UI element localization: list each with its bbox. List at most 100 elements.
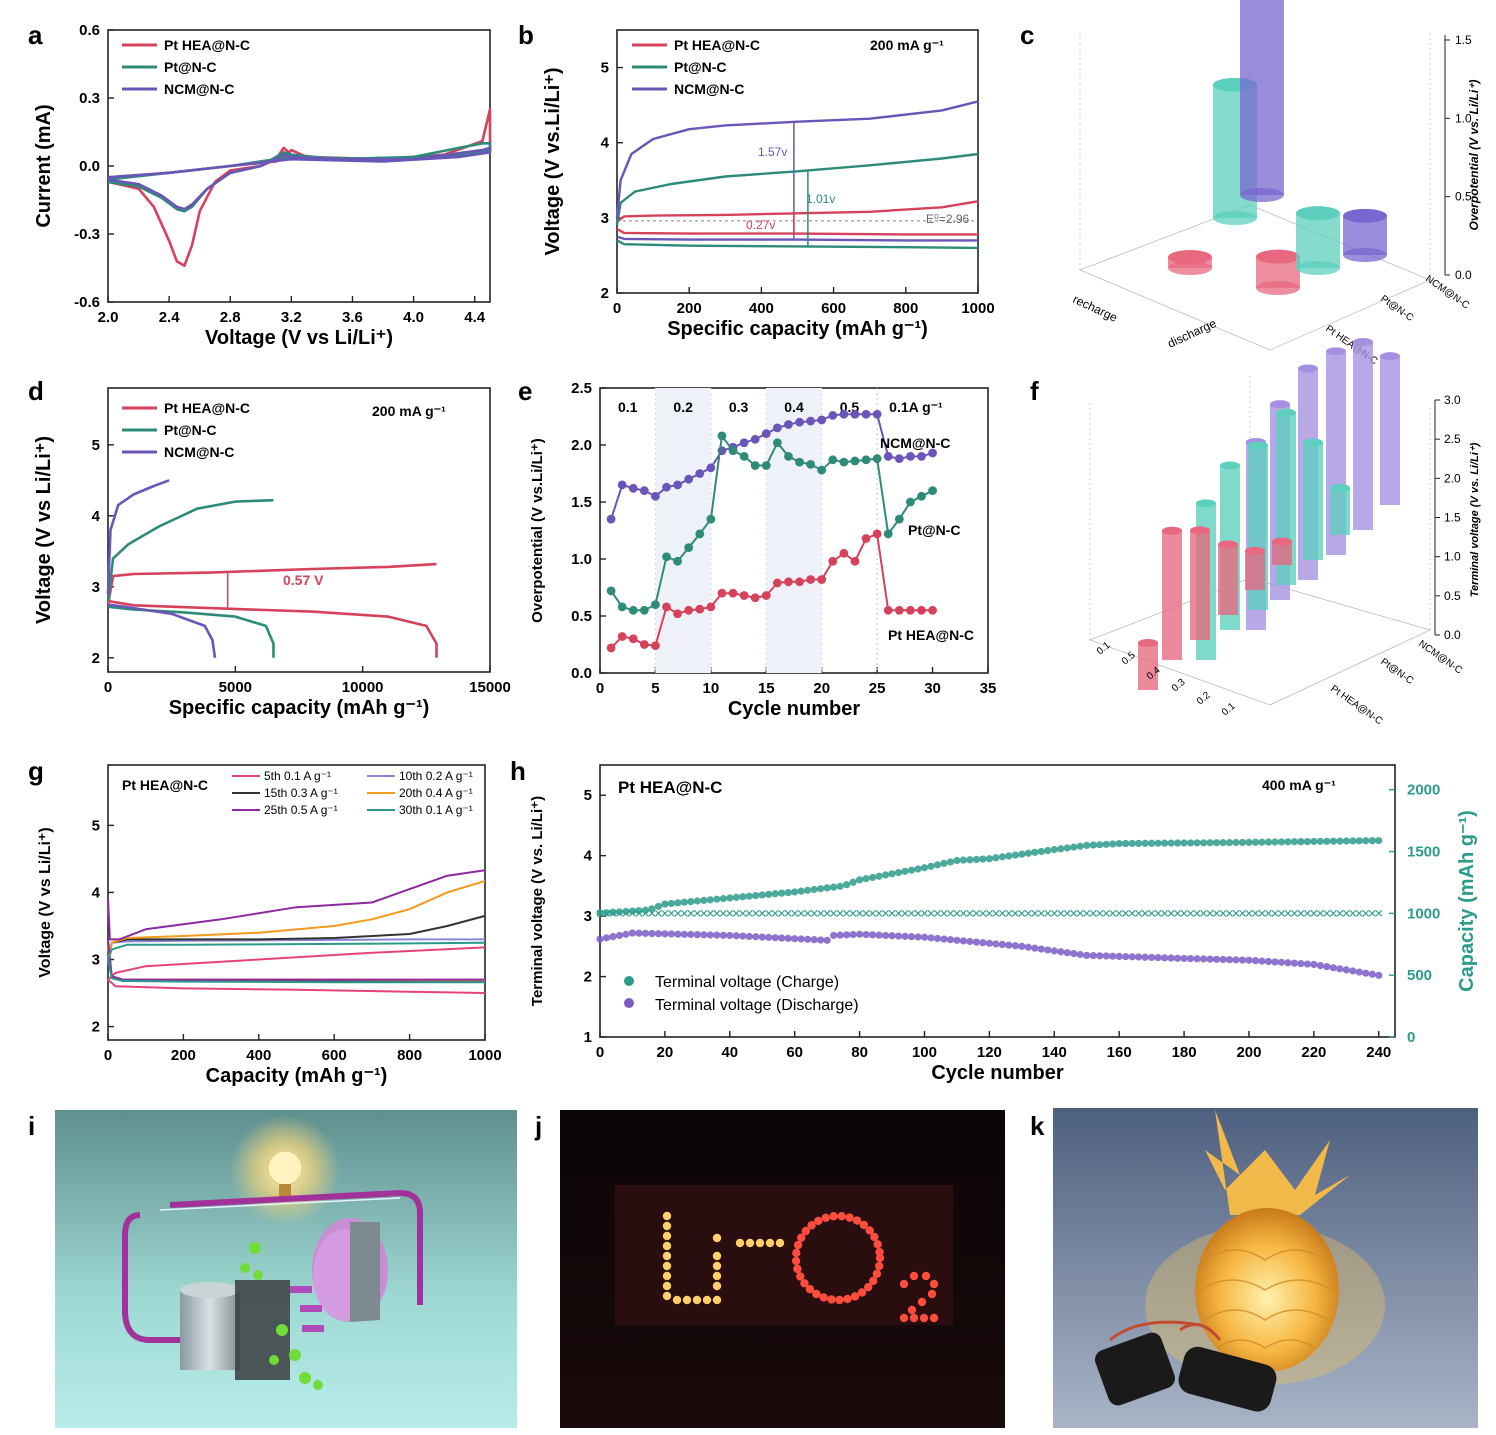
data-point (1141, 839, 1149, 847)
chart-h: 0 20 40 60 80 100 120 140 160 180 200 220 240 1 2 3 4 5 Cy… (529, 764, 1478, 1084)
led-dot (872, 1269, 882, 1278)
data-point (946, 858, 955, 866)
bar-top (1270, 400, 1290, 409)
data-point (872, 409, 882, 419)
capacity-marker (1323, 909, 1331, 917)
data-point (606, 643, 616, 653)
data-point (1245, 838, 1253, 846)
led-dot (807, 1221, 816, 1230)
capacity-marker (1161, 909, 1169, 917)
x-tick-label: 400 (246, 1047, 271, 1064)
capacity-marker (1005, 909, 1013, 917)
legend-label: 30th 0.1 A g⁻¹ (399, 803, 473, 817)
rate-label: 400 mA g⁻¹ (1262, 777, 1336, 793)
bar-top (1220, 461, 1240, 470)
data-point (654, 930, 663, 938)
data-point (1225, 956, 1234, 964)
data-point (617, 632, 627, 641)
series-label-pt: Pt@N-C (908, 522, 961, 538)
data-point (1018, 850, 1026, 858)
bar-top (1218, 540, 1238, 549)
data-point (667, 899, 675, 908)
capacity-marker (1180, 909, 1188, 917)
data-point (1102, 840, 1110, 848)
series-line (107, 946, 486, 981)
data-point (651, 641, 660, 651)
capacity-marker (1349, 909, 1357, 917)
led-dot (796, 1272, 805, 1281)
bar-top (1256, 249, 1300, 264)
legend-label: Pt HEA@N-C (164, 400, 250, 416)
data-point (806, 459, 816, 469)
data-point (907, 933, 916, 941)
data-point (739, 438, 749, 448)
data-point (750, 434, 760, 444)
data-point (651, 491, 660, 501)
data-point (839, 548, 849, 558)
x-axis-label: Specific capacity (mAh g⁻¹) (667, 318, 928, 340)
data-point (674, 899, 682, 907)
capacity-marker (830, 909, 838, 917)
capacity-marker (1258, 909, 1266, 917)
data-point (1044, 846, 1052, 855)
data-point (1109, 840, 1117, 848)
data-point (872, 454, 882, 464)
z-tick-label: 3.0 (1444, 393, 1461, 407)
led-dot (843, 1294, 852, 1304)
data-point (1323, 963, 1331, 971)
capacity-marker (784, 909, 792, 917)
capacity-marker (862, 909, 870, 917)
x-tick-label: 0 (104, 679, 112, 696)
y-tick-label: 5 (92, 817, 100, 834)
row-label: 0.1 (1220, 701, 1238, 719)
capacity-marker (1271, 909, 1279, 917)
legend-label: NCM@N-C (674, 81, 744, 97)
led-dot (662, 1261, 672, 1271)
data-point (998, 940, 1006, 949)
capacity-marker (947, 909, 954, 917)
x-tick-label: 35 (980, 680, 997, 697)
row-label-discharge: discharge (1165, 316, 1218, 351)
data-point (1232, 838, 1240, 847)
capacity-marker (706, 909, 714, 917)
panel-i-illustration (55, 1110, 517, 1428)
data-point (828, 455, 838, 465)
data-point (706, 931, 714, 939)
data-point (622, 930, 630, 938)
x-tick-label: 4.4 (464, 309, 486, 326)
x-tick-label: 120 (977, 1044, 1002, 1061)
data-point (1375, 971, 1383, 979)
data-point (728, 588, 738, 598)
bar-body (1296, 213, 1340, 268)
led-dot (821, 1213, 830, 1223)
data-point (1375, 836, 1383, 845)
capacity-marker (1167, 909, 1175, 917)
data-point (1271, 958, 1279, 966)
data-point (1089, 841, 1097, 849)
data-point (622, 907, 630, 916)
data-point (1186, 955, 1195, 963)
x-tick-label: 2.0 (98, 309, 119, 326)
series-line (107, 880, 486, 960)
data-point (750, 461, 760, 470)
y-axis-label: Voltage (V vs Li/Li⁺) (37, 827, 54, 977)
data-point (1219, 955, 1227, 964)
capacity-marker (1115, 909, 1123, 917)
data-point (1161, 839, 1169, 847)
data-point (1148, 839, 1156, 847)
data-point (1141, 953, 1149, 961)
x-tick-label: 200 (677, 300, 702, 317)
series-line (107, 959, 485, 982)
data-point (1362, 969, 1370, 977)
x-tick-label: 800 (893, 300, 918, 317)
data-point (972, 938, 981, 946)
capacity-marker (1206, 909, 1214, 917)
x-tick-label: 10 (703, 680, 720, 697)
data-point (985, 855, 993, 863)
capacity-marker (667, 909, 675, 917)
series-line (107, 941, 486, 960)
data-point (1005, 852, 1013, 860)
z-tick-label: 1.5 (1455, 33, 1472, 47)
data-point (1011, 851, 1019, 859)
led-dot (859, 1220, 869, 1230)
